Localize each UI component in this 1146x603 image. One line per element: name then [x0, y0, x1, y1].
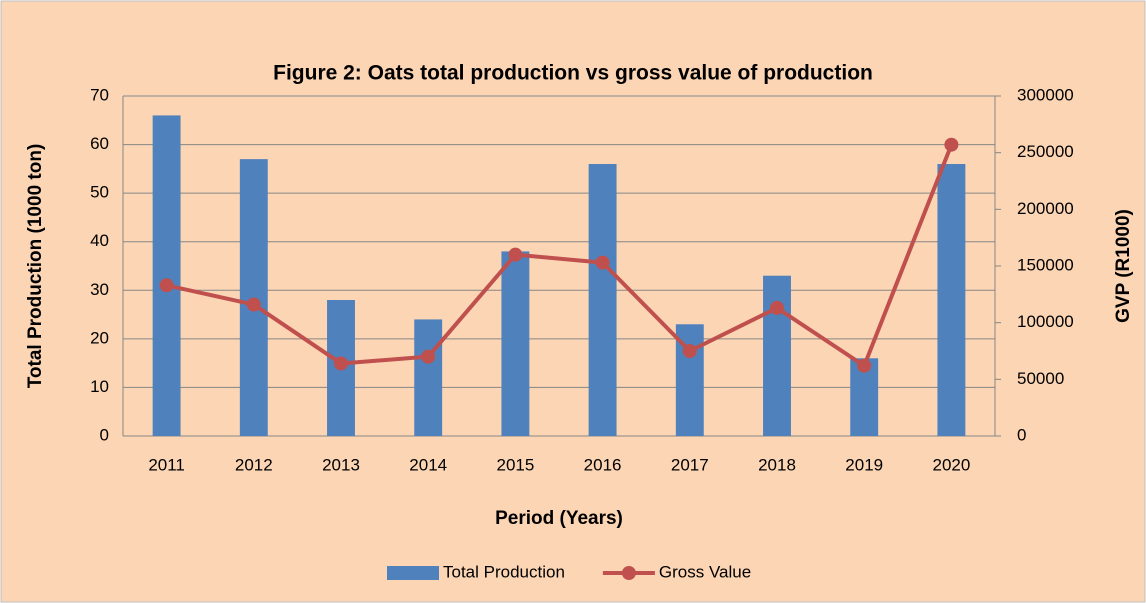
y-tick-label: 10 [90, 377, 109, 396]
line-marker [421, 349, 436, 364]
line-marker [857, 358, 872, 373]
bar [763, 275, 791, 436]
line-marker [682, 344, 697, 358]
y-axis-label: Total Production (1000 ton) [25, 144, 46, 389]
bar [501, 251, 530, 436]
line-marker [595, 255, 610, 270]
bar [588, 164, 617, 436]
y-tick-label: 60 [90, 134, 109, 153]
x-axis-label: Period (Years) [495, 508, 623, 529]
line-marker [770, 300, 784, 315]
line [166, 143, 954, 368]
bar [414, 319, 443, 436]
y2-tick-label: 100000 [1017, 312, 1074, 331]
chart-title: Figure 2: Oats total production vs gross… [273, 62, 873, 85]
bar [152, 115, 181, 436]
x-tick-label: 2018 [758, 455, 796, 474]
y-tick-label: 40 [90, 231, 109, 250]
y2-tick-label: 300000 [1017, 85, 1074, 104]
line-marker [334, 356, 348, 371]
y-tick-label: 0 [100, 425, 109, 444]
x-tick-label: 2020 [932, 455, 970, 474]
legend-swatch [387, 566, 439, 580]
y-tick-label: 70 [90, 85, 109, 104]
line-marker [944, 137, 959, 152]
y2-tick-label: 250000 [1017, 142, 1074, 161]
x-tick-label: 2011 [148, 455, 185, 474]
x-tick-label: 2019 [845, 455, 883, 474]
x-tick-label: 2017 [671, 455, 709, 474]
y2-axis-label: GVP (R1000) [1113, 209, 1134, 323]
y-tick-label: 50 [90, 183, 109, 202]
y2-tick-label: 150000 [1017, 255, 1074, 274]
legend-label: Gross Value [659, 562, 751, 581]
line-marker [246, 297, 261, 312]
y2-tick-label: 50000 [1017, 369, 1064, 388]
y2-tick-label: 0 [1017, 425, 1026, 444]
x-tick-label: 2014 [409, 455, 447, 474]
x-tick-label: 2016 [584, 455, 622, 474]
x-tick-label: 2012 [235, 455, 273, 474]
y-tick-label: 20 [90, 328, 109, 347]
line-marker [508, 247, 523, 262]
y2-tick-label: 200000 [1017, 199, 1074, 218]
x-tick-label: 2015 [496, 455, 534, 474]
line-marker [159, 278, 174, 293]
bar [937, 164, 966, 436]
legend-label: Total Production [443, 562, 565, 581]
x-tick-label: 2013 [322, 455, 360, 474]
y-tick-label: 30 [90, 280, 109, 299]
legend-marker [621, 566, 636, 580]
